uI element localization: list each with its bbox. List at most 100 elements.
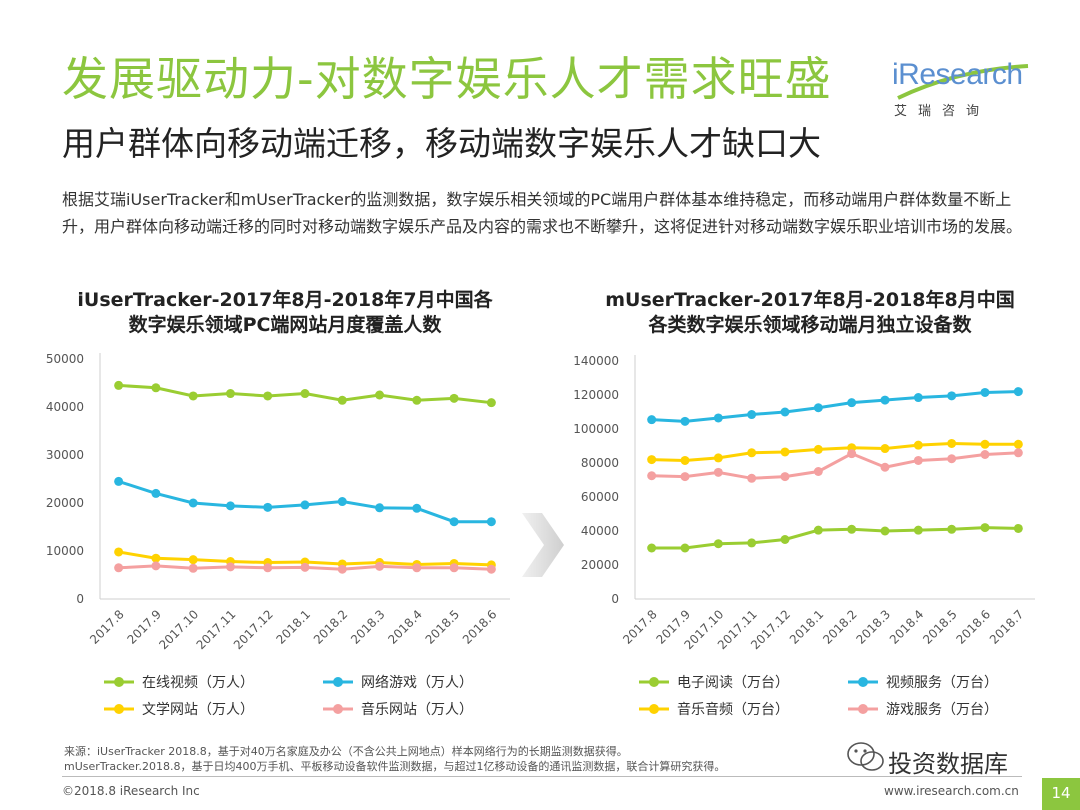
logo-text: iResearch	[892, 58, 1023, 91]
chart1-legend-marker	[333, 677, 343, 687]
chart1-x-tick-label: 2018.5	[423, 607, 463, 647]
chart2-x-tick-label: 2018.6	[954, 607, 994, 647]
chart1-x-tick-label: 2017.12	[231, 607, 276, 652]
chart2-x-tick-label: 2017.8	[620, 607, 660, 647]
chart2-x-tick-label: 2018.5	[920, 607, 960, 647]
chart2-data-point	[1013, 523, 1023, 533]
chart1-y-tick-label: 50000	[46, 352, 84, 366]
chart2-data-point	[1013, 439, 1023, 449]
website-link[interactable]: www.iresearch.com.cn	[884, 784, 1019, 798]
chart1-x-tick-label: 2018.2	[311, 607, 351, 647]
chart2-y-tick-label: 120000	[573, 388, 619, 402]
chart1-data-point	[188, 555, 198, 565]
chart1-data-point	[114, 563, 124, 573]
chart2-data-point	[647, 415, 657, 425]
chart2-legend-label: 音乐音频（万台）	[677, 701, 789, 718]
chart1-data-point	[114, 476, 124, 486]
chart2-data-point	[980, 450, 990, 459]
chart1-y-tick-label: 0	[76, 592, 84, 606]
chart1-data-point	[337, 395, 347, 405]
right-arrow-icon	[522, 513, 564, 577]
chart2-series-line	[651, 390, 1019, 423]
chart1-data-point	[300, 500, 310, 510]
chart1-data-point	[300, 562, 310, 572]
chart2-data-point	[647, 471, 657, 481]
chart2-data-point	[1013, 448, 1023, 458]
chart1-data-point	[337, 564, 347, 574]
chart2-legend-label: 游戏服务（万台）	[886, 702, 998, 718]
chart2-data-point	[647, 455, 657, 465]
chart2-data-point	[847, 524, 857, 534]
chart2-data-point	[713, 413, 723, 423]
chart2-x-tick-label: 2018.7	[987, 607, 1027, 647]
chart2-y-tick-label: 80000	[581, 456, 619, 470]
chart1-legend-label: 在线视频（万人）	[142, 675, 254, 691]
chart1-data-point	[188, 498, 198, 508]
chart2-x-tick-label: 2018.1	[787, 607, 827, 647]
chart1-data-point	[449, 517, 459, 527]
chart2-series-line	[651, 451, 1019, 480]
chart2-data-point	[747, 448, 757, 458]
chart2-y-tick-label: 100000	[573, 422, 619, 436]
chart2-data-point	[713, 539, 723, 549]
chart1-data-point	[263, 563, 273, 573]
chart2-x-tick-label: 2018.4	[887, 607, 927, 647]
chart1-data-point	[225, 389, 235, 399]
chart2-data-point	[780, 535, 790, 544]
chart2-title-line2: 各类数字娱乐领域移动端月独立设备数	[648, 314, 972, 336]
chart2-data-point	[813, 444, 823, 454]
chart1-legend-marker	[333, 704, 343, 714]
chart1-title-line2: 数字娱乐领域PC端网站月度覆盖人数	[128, 314, 442, 336]
wechat-icon	[847, 742, 884, 771]
chart2-legend-marker	[858, 677, 868, 687]
source-line-2: mUserTracker.2018.8，基于日均400万手机、平板移动设备软件监…	[64, 760, 726, 773]
chart2-data-point	[780, 472, 790, 482]
chart1-data-point	[486, 517, 496, 527]
chart1-data-point	[375, 503, 385, 513]
chart1-y-tick-label: 40000	[46, 400, 84, 414]
chart1-legend-marker	[114, 677, 124, 687]
chart2-data-point	[747, 538, 757, 548]
chart1-x-tick-label: 2018.3	[348, 607, 388, 647]
chart1-legend-marker	[114, 704, 124, 714]
chart1-data-point	[300, 389, 310, 399]
chart2-data-point	[813, 525, 823, 535]
chart1-data-point	[263, 502, 273, 512]
chart1-data-point	[375, 561, 385, 571]
chart2-data-point	[880, 462, 890, 472]
chart2-legend-marker	[858, 704, 868, 714]
chart2-title-line1: mUserTracker-2017年8月-2018年8月中国	[605, 289, 1015, 311]
chart1-y-tick-label: 10000	[46, 544, 84, 558]
chart2-title: mUserTracker-2017年8月-2018年8月中国 各类数字娱乐领域移…	[585, 288, 1035, 338]
chart2-series-line	[651, 526, 1019, 550]
source-line-1: 来源：iUserTracker 2018.8，基于对40万名家庭及办公（不含公共…	[64, 745, 628, 758]
chart1-data-point	[151, 561, 161, 571]
chart2-data-point	[847, 449, 857, 459]
chart1-title: iUserTracker-2017年8月-2018年7月中国各 数字娱乐领域PC…	[60, 288, 510, 338]
chart1-x-tick-label: 2017.8	[87, 607, 127, 647]
chart1-data-point	[337, 497, 347, 507]
chart1-legend-label: 音乐网站（万人）	[361, 701, 473, 718]
chart1-data-point	[412, 503, 422, 513]
chart2-mobile-devices: 0 20000 40000 60000 80000 100000 120000 140000 2…	[573, 354, 1035, 718]
chart2-data-point	[880, 395, 890, 405]
chart1-data-point	[151, 383, 161, 393]
chart1-title-line1: iUserTracker-2017年8月-2018年7月中国各	[77, 289, 493, 311]
chart2-legend-label: 视频服务（万台）	[886, 675, 998, 691]
logo-cn-text: 艾瑞咨询	[894, 104, 991, 119]
chart1-data-point	[114, 547, 124, 557]
watermark: 投资数据库	[846, 740, 1008, 778]
chart1-y-tick-label: 30000	[46, 448, 84, 462]
chart1-pc-coverage: 010000200003000040000500002017.82017.920…	[46, 352, 510, 718]
iresearch-logo: iResearch 艾瑞咨询	[892, 58, 1032, 128]
chart2-data-point	[913, 393, 923, 403]
chart1-data-point	[486, 398, 496, 408]
chart1-data-point	[151, 488, 161, 498]
chart1-data-point	[263, 391, 273, 401]
chart2-data-point	[680, 543, 690, 553]
chart2-data-point	[947, 454, 957, 464]
chart2-data-point	[980, 387, 990, 397]
chart2-y-tick-label: 20000	[581, 558, 619, 572]
chart1-data-point	[151, 553, 161, 563]
chart2-x-tick-label: 2018.3	[854, 607, 894, 647]
